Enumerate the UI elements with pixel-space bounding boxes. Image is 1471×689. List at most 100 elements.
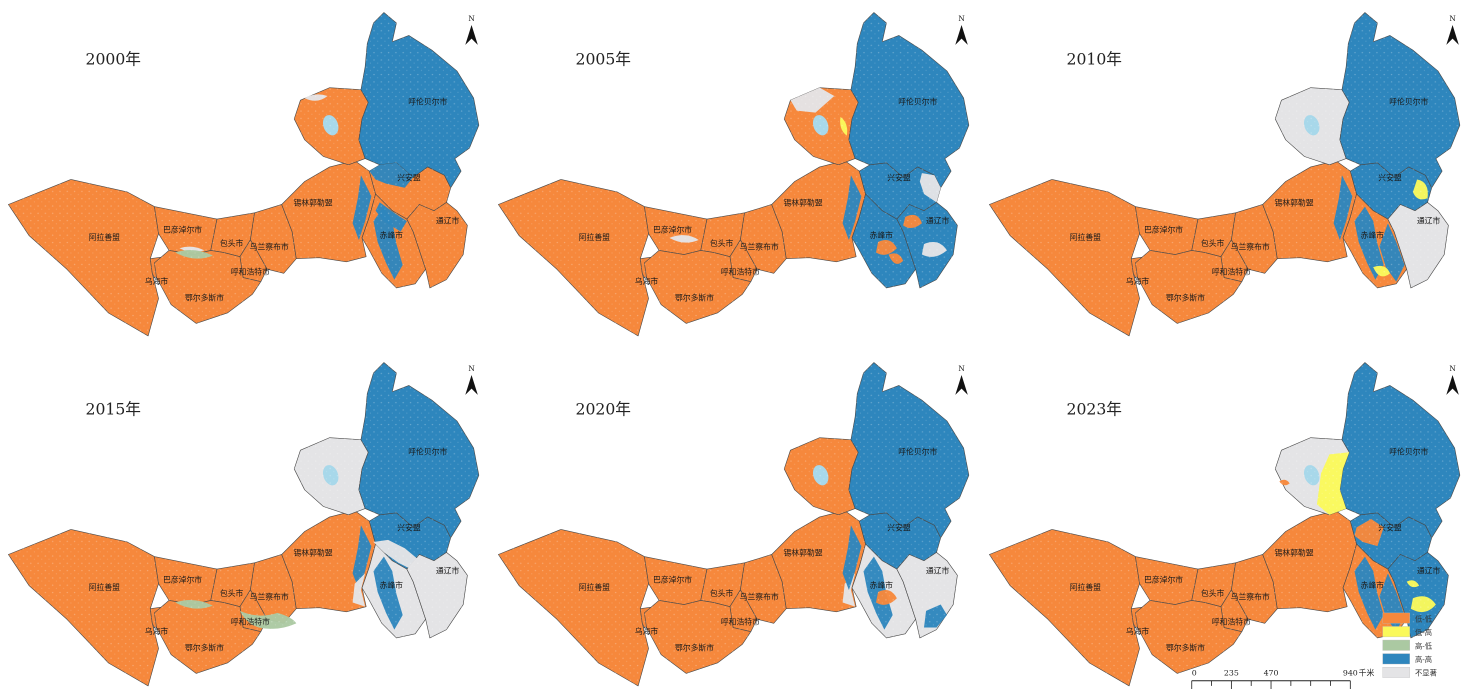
north-arrow-icon: N (465, 14, 478, 45)
region-label-xilingol: 锡林郭勒盟 (293, 547, 332, 557)
region-label-hinggan: 兴安盟 (1378, 522, 1402, 532)
legend-label-hh: 高-高 (1415, 654, 1432, 663)
region-label-chifeng: 赤峰市 (380, 230, 404, 240)
region-label-tongliao: 通辽市 (1417, 565, 1441, 575)
region-label-ordos: 鄂尔多斯市 (185, 292, 224, 302)
region-label-hohhot: 呼和浩特市 (721, 616, 760, 626)
legend-label-hl: 高-低 (1415, 641, 1433, 650)
region-label-hulunbuir: 呼伦贝尔市 (1389, 96, 1428, 106)
region-label-alxa: 阿拉善盟 (579, 581, 610, 591)
region-label-ulanqab: 乌兰察布市 (740, 591, 779, 601)
map-panel-5: 阿拉善盟 巴彦淖尔市 包头市 乌兰察布市 呼和浩特市 乌海市 鄂尔多斯市 锡林郭勒盟 赤峰市 通辽… (490, 349, 981, 689)
region-label-alxa: 阿拉善盟 (89, 581, 120, 591)
north-arrow-icon: N (955, 14, 969, 45)
scale-tick-label: 0 (1191, 668, 1196, 677)
region-label-wuhai: 乌海市 (1125, 625, 1149, 635)
svg-text:N: N (468, 363, 475, 372)
region-label-ulanqab: 乌兰察布市 (740, 241, 779, 251)
region-label-alxa: 阿拉善盟 (89, 232, 120, 242)
region-label-hulunbuir: 呼伦贝尔市 (1389, 446, 1428, 456)
legend-swatch-ll (1382, 612, 1410, 623)
north-arrow-icon: N (1445, 14, 1459, 45)
region-label-hohhot: 呼和浩特市 (721, 266, 760, 276)
region-label-chifeng: 赤峰市 (380, 579, 404, 589)
region-label-hohhot: 呼和浩特市 (231, 616, 270, 626)
region-label-baotou: 包头市 (710, 588, 734, 598)
region-label-hohhot: 呼和浩特市 (1212, 616, 1251, 626)
region-label-hohhot: 呼和浩特市 (231, 266, 270, 276)
region-label-alxa: 阿拉善盟 (579, 232, 610, 242)
scale-unit-label: 千米 (1358, 667, 1374, 677)
region-label-baotou: 包头市 (710, 238, 734, 248)
year-label: 2005年 (576, 50, 631, 69)
region-label-ulanqab: 乌兰察布市 (1230, 591, 1269, 601)
map-panel-1: 阿拉善盟 巴彦淖尔市 包头市 乌兰察布市 呼和浩特市 乌海市 鄂尔多斯市 锡林郭勒盟 赤峰市 通辽… (0, 0, 491, 350)
svg-text:N: N (959, 14, 966, 23)
year-label: 2023年 (1066, 399, 1121, 418)
region-label-baotou: 包头市 (1201, 238, 1225, 248)
map-panel-2: 阿拉善盟 巴彦淖尔市 包头市 乌兰察布市 呼和浩特市 乌海市 鄂尔多斯市 锡林郭勒盟 赤峰市 通辽… (490, 0, 981, 350)
legend-item: 低-高 (1382, 625, 1432, 637)
scale-tick-label: 235 (1224, 668, 1239, 677)
region-label-chifeng: 赤峰市 (870, 579, 894, 589)
region-label-bayannur: 巴彦淖尔市 (653, 574, 692, 584)
svg-text:N: N (1449, 363, 1456, 372)
scale-tick-label: 470 (1263, 668, 1278, 677)
legend-item: 不显著 (1382, 666, 1437, 678)
north-arrow-icon: N (465, 363, 478, 395)
region-label-hohhot: 呼和浩特市 (1212, 266, 1251, 276)
region-label-chifeng: 赤峰市 (1360, 230, 1384, 240)
region-label-wuhai: 乌海市 (145, 625, 169, 635)
map-panel-3: 阿拉善盟 巴彦淖尔市 包头市 乌兰察布市 呼和浩特市 乌海市 鄂尔多斯市 锡林郭勒盟 赤峰市 通辽… (980, 0, 1471, 350)
region-label-chifeng: 赤峰市 (870, 230, 894, 240)
legend-swatch-lh (1382, 625, 1410, 637)
legend-item: 高-高 (1382, 652, 1432, 664)
region-label-xilingol: 锡林郭勒盟 (784, 198, 823, 208)
region-label-hinggan: 兴安盟 (888, 172, 912, 182)
region-label-bayannur: 巴彦淖尔市 (653, 225, 692, 235)
region-label-tongliao: 通辽市 (926, 215, 950, 225)
region-label-chifeng: 赤峰市 (1360, 579, 1384, 589)
map-panel-6: 阿拉善盟 巴彦淖尔市 包头市 乌兰察布市 呼和浩特市 乌海市 鄂尔多斯市 锡林郭勒盟 赤峰市 通辽… (980, 349, 1471, 689)
legend-item: 低-低 (1382, 612, 1432, 623)
region-label-ulanqab: 乌兰察布市 (250, 241, 289, 251)
speckle-texture (490, 349, 981, 689)
speckle-texture (0, 349, 491, 689)
region-label-tongliao: 通辽市 (1417, 215, 1441, 225)
map-panel-4: 阿拉善盟 巴彦淖尔市 包头市 乌兰察布市 呼和浩特市 乌海市 鄂尔多斯市 锡林郭勒盟 赤峰市 通辽… (0, 349, 491, 689)
svg-text:N: N (1449, 14, 1456, 23)
region-label-xilingol: 锡林郭勒盟 (1274, 547, 1313, 557)
speckle-texture (490, 0, 981, 350)
region-label-ulanqab: 乌兰察布市 (250, 591, 289, 601)
region-label-wuhai: 乌海市 (635, 625, 659, 635)
region-label-ordos: 鄂尔多斯市 (1166, 292, 1205, 302)
region-label-tongliao: 通辽市 (926, 565, 950, 575)
region-label-hinggan: 兴安盟 (397, 172, 421, 182)
region-label-baotou: 包头市 (1201, 588, 1225, 598)
region-label-hulunbuir: 呼伦贝尔市 (899, 446, 938, 456)
legend-swatch-hl (1382, 639, 1410, 651)
legend-label-ns: 不显著 (1415, 668, 1437, 677)
region-label-xilingol: 锡林郭勒盟 (293, 198, 332, 208)
region-label-ordos: 鄂尔多斯市 (185, 642, 224, 652)
region-label-baotou: 包头市 (220, 238, 244, 248)
region-label-alxa: 阿拉善盟 (1069, 232, 1100, 242)
region-label-bayannur: 巴彦淖尔市 (1144, 574, 1183, 584)
svg-text:N: N (468, 14, 475, 23)
region-label-hinggan: 兴安盟 (397, 522, 421, 532)
year-label: 2020年 (576, 399, 631, 418)
speckle-texture (980, 0, 1471, 350)
legend-swatch-hh (1382, 652, 1410, 664)
region-label-wuhai: 乌海市 (635, 276, 659, 286)
region-label-hinggan: 兴安盟 (888, 522, 912, 532)
region-label-ordos: 鄂尔多斯市 (1166, 642, 1205, 652)
region-label-hulunbuir: 呼伦贝尔市 (408, 446, 447, 456)
scale-bar: 0 235 470 940 千米 (1190, 667, 1374, 689)
speckle-texture (0, 0, 491, 350)
region-label-wuhai: 乌海市 (145, 276, 169, 286)
region-label-hulunbuir: 呼伦贝尔市 (899, 96, 938, 106)
